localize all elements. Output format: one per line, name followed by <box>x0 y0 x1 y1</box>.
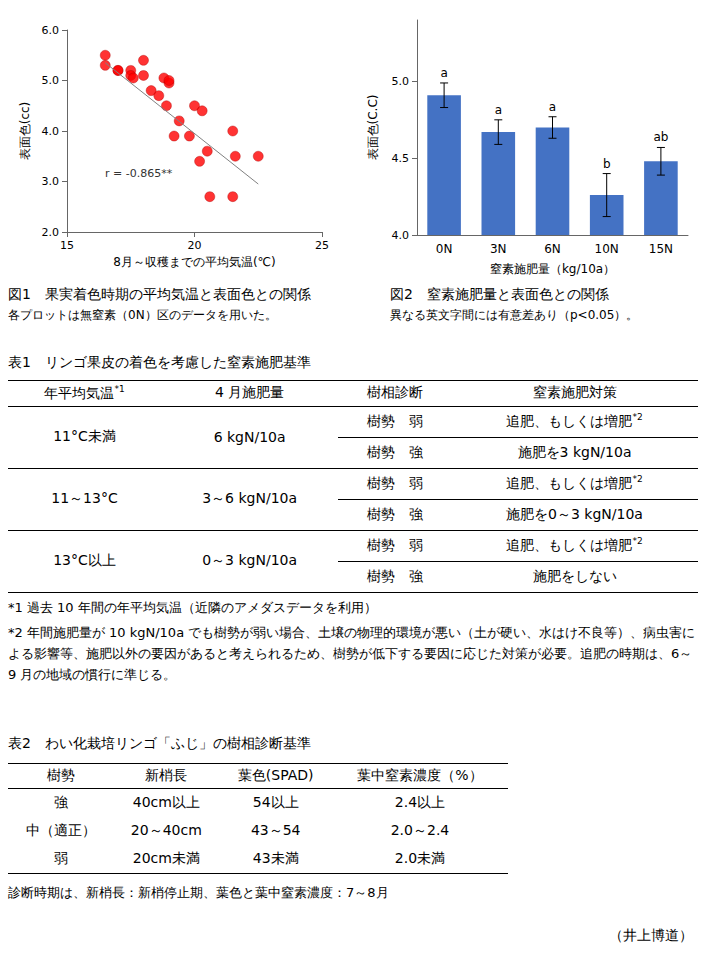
html-text:施肥をしない: 施肥をしない <box>532 567 617 584</box>
svg-text:表面色(cc): 表面色(cc) <box>18 102 32 161</box>
svg-text:窒素施肥量（kg/10a）: 窒素施肥量（kg/10a） <box>490 262 615 276</box>
svg-text:8月～収穫までの平均気温(℃): 8月～収穫までの平均気温(℃) <box>113 255 275 269</box>
svg-text:5.0: 5.0 <box>392 75 410 88</box>
html-text:2.0未満: 2.0未満 <box>394 850 446 866</box>
svg-text:25: 25 <box>315 239 329 252</box>
svg-text:6N: 6N <box>544 242 561 256</box>
html-text:中（適正）: 中（適正） <box>25 822 96 838</box>
html-text:2.4以上: 2.4以上 <box>394 794 446 810</box>
html-text:3～6 kgN/10a: 3～6 kgN/10a <box>202 490 297 507</box>
svg-text:r = -0.865**: r = -0.865** <box>105 167 173 180</box>
svg-text:4.0: 4.0 <box>42 125 60 138</box>
svg-text:15: 15 <box>60 239 74 252</box>
html-text:樹勢 弱: 樹勢 弱 <box>366 412 423 429</box>
svg-text:4.5: 4.5 <box>392 152 410 165</box>
html-text:図2 窒素施肥量と表面色との関係: 図2 窒素施肥量と表面色との関係 <box>390 286 609 302</box>
svg-text:表面色(C.C): 表面色(C.C) <box>366 95 380 161</box>
html-text:43～54: 43～54 <box>250 822 301 838</box>
html-text:追肥、もしくは増肥*2: 追肥、もしくは増肥*2 <box>506 536 643 553</box>
html-text:窒素施肥対策: 窒素施肥対策 <box>532 384 617 401</box>
html-text:樹勢 強: 樹勢 強 <box>366 505 423 522</box>
html-text:強: 強 <box>53 794 68 810</box>
svg-text:2.0: 2.0 <box>42 226 60 239</box>
svg-text:0N: 0N <box>436 242 453 256</box>
svg-text:a: a <box>495 103 502 117</box>
html-text:0～3 kgN/10a: 0～3 kgN/10a <box>202 552 297 569</box>
svg-text:3N: 3N <box>490 242 507 256</box>
html-text:弱: 弱 <box>53 850 68 866</box>
html-text:11°C未満: 11°C未満 <box>53 428 116 445</box>
html-text:表1 リンゴ果皮の着色を考慮した窒素施肥基準: 表1 リンゴ果皮の着色を考慮した窒素施肥基準 <box>8 354 311 370</box>
html-text:異なる英文字間には有意差あり（p<0.05）。: 異なる英文字間には有意差あり（p<0.05）。 <box>390 308 639 322</box>
html-text:樹勢: 樹勢 <box>46 767 75 783</box>
html-text:樹勢 弱: 樹勢 弱 <box>366 474 423 491</box>
html-text:2.0～2.4: 2.0～2.4 <box>390 822 450 838</box>
svg-text:20: 20 <box>188 239 202 252</box>
html-text:54以上: 54以上 <box>252 794 299 810</box>
html-text:追肥、もしくは増肥*2: 追肥、もしくは増肥*2 <box>506 412 643 429</box>
html-text:診断時期は、新梢長：新梢停止期、葉色と葉中窒素濃度：7～8月: 診断時期は、新梢長：新梢停止期、葉色と葉中窒素濃度：7～8月 <box>8 885 389 900</box>
html-text:葉中窒素濃度（%）: 葉中窒素濃度（%） <box>357 767 483 783</box>
html-text:図1 果実着色時期の平均気温と表面色との関係: 図1 果実着色時期の平均気温と表面色との関係 <box>8 286 311 302</box>
html-text:13°C以上: 13°C以上 <box>53 552 116 569</box>
svg-text:10N: 10N <box>595 242 619 256</box>
svg-text:15N: 15N <box>649 242 673 256</box>
svg-text:6.0: 6.0 <box>42 24 60 37</box>
html-text:追肥、もしくは増肥*2: 追肥、もしくは増肥*2 <box>506 474 643 491</box>
html-text:4 月施肥量: 4 月施肥量 <box>214 384 285 401</box>
html-text:樹勢 弱: 樹勢 弱 <box>366 536 423 553</box>
html-text:*1 過去 10 年間の年平均気温（近隣のアメダスデータを利: *1 過去 10 年間の年平均気温（近隣のアメダスデータを利用） <box>8 599 377 615</box>
html-text:施肥を3 kgN/10a: 施肥を3 kgN/10a <box>517 443 632 460</box>
html-text:新梢長: 新梢長 <box>145 767 188 783</box>
svg-text:a: a <box>440 66 447 80</box>
svg-text:3.0: 3.0 <box>42 175 60 188</box>
html-text:6 kgN/10a: 6 kgN/10a <box>213 429 286 446</box>
html-text:43未満: 43未満 <box>252 850 299 866</box>
html-text:樹勢 強: 樹勢 強 <box>366 567 423 584</box>
svg-text:b: b <box>603 157 611 171</box>
svg-text:4.0: 4.0 <box>392 229 410 242</box>
html-text:各プロットは無窒素（0N）区のデータを用いた。: 各プロットは無窒素（0N）区のデータを用いた。 <box>8 308 277 322</box>
html-text:11～13°C: 11～13°C <box>51 490 118 507</box>
html-text:年平均気温*1: 年平均気温*1 <box>44 384 125 401</box>
svg-text:ab: ab <box>653 130 668 144</box>
html-text:20～40cm: 20～40cm <box>130 822 202 838</box>
html-text:40cm以上: 40cm以上 <box>132 794 200 810</box>
html-text:表2 わい化栽培リンゴ「ふじ」の樹相診断基準: 表2 わい化栽培リンゴ「ふじ」の樹相診断基準 <box>8 735 311 751</box>
svg-text:5.0: 5.0 <box>42 74 60 87</box>
html-text:（井上博道）: （井上博道） <box>609 927 693 943</box>
html-text:樹勢 強: 樹勢 強 <box>366 443 423 460</box>
svg-text:a: a <box>549 100 556 114</box>
html-text:20cm未満: 20cm未満 <box>132 850 200 866</box>
html-text:葉色(SPAD): 葉色(SPAD) <box>237 767 314 783</box>
html-text:樹相診断: 樹相診断 <box>366 384 423 401</box>
html-text:施肥を0～3 kgN/10a: 施肥を0～3 kgN/10a <box>506 505 643 522</box>
html-text:*2 年間施肥量が 10 kgN/10a でも樹勢が弱い場合: *2 年間施肥量が 10 kgN/10a でも樹勢が弱い場合、土壌の物理的環境が… <box>8 624 696 682</box>
